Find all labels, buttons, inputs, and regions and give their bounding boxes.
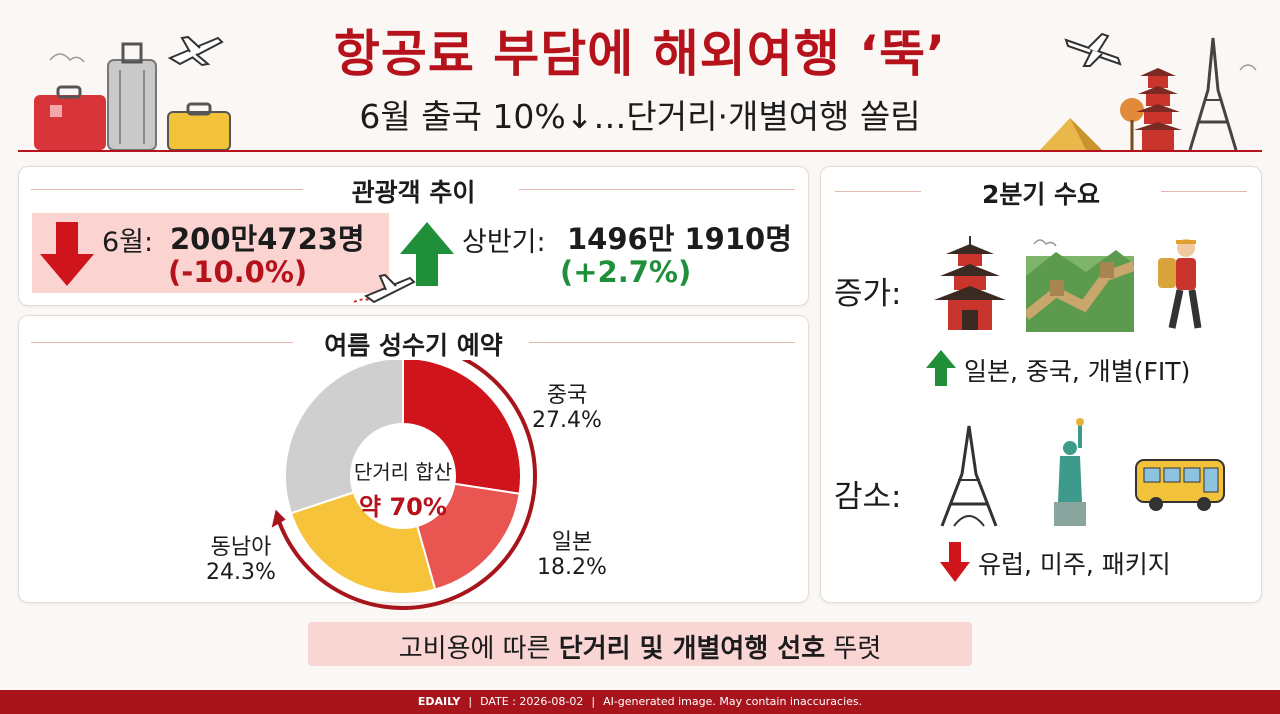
footer-note: AI-generated image. May contain inaccura… (603, 695, 863, 708)
slice-label-name: 중국 (546, 383, 588, 408)
heading-divider (529, 342, 795, 343)
half-year-change: (+2.7%) (560, 255, 692, 289)
eiffel-tower-icon (940, 425, 998, 527)
up-arrow-icon (926, 350, 956, 386)
slice-label-japan: 일본 18.2% (527, 530, 617, 581)
slice-label-value: 24.3% (206, 560, 276, 586)
slice-label-southeast-asia: 동남아 24.3% (196, 535, 286, 586)
short-haul-bracket-arc (275, 360, 537, 610)
summary-prefix: 고비용에 따른 (398, 634, 559, 664)
summary-highlight (308, 622, 972, 666)
summary-text: 고비용에 따른 단거리 및 개별여행 선호 뚜렷 (308, 628, 972, 665)
down-arrow-icon (40, 222, 94, 286)
slice-label-value: 18.2% (537, 555, 607, 581)
pagoda-icon (934, 236, 1006, 330)
donut-center-value: 약 70% (359, 493, 447, 521)
june-highlight (32, 213, 389, 293)
bracket-arrowhead (271, 509, 286, 528)
donut-center: 단거리 합산 약 70% (331, 456, 475, 522)
heading-divider (1161, 191, 1247, 192)
slice-label-value: 27.4% (532, 408, 602, 434)
up-arrow-icon (400, 222, 454, 286)
footer-separator: | (591, 695, 596, 708)
luggage-illustration (34, 42, 231, 151)
footer-date: DATE : 2026-08-02 (480, 695, 584, 708)
airplane-icon (167, 35, 224, 67)
heading-divider (31, 189, 303, 190)
slice-label-name: 동남아 (210, 535, 272, 560)
june-label: 6월: (102, 227, 154, 258)
june-value: 200만4723명 (170, 222, 365, 256)
slice-label-china: 중국 27.4% (522, 383, 612, 434)
donut-hole (351, 424, 455, 528)
statue-of-liberty-icon (1054, 418, 1086, 526)
increase-text: 일본, 중국, 개별(FIT) (964, 357, 1191, 386)
trend-heading: 관광객 추이 (351, 178, 476, 207)
footer-brand: EDAILY (417, 695, 461, 708)
footer-separator: | (468, 695, 473, 708)
page-subtitle: 6월 출국 10%↓…단거리·개별여행 쏠림 (359, 97, 921, 136)
increase-label: 증가: (834, 276, 902, 312)
summary-bold: 단거리 및 개별여행 선호 (558, 634, 826, 664)
backpacker-icon (1158, 239, 1202, 329)
demand-heading: 2분기 수요 (981, 180, 1101, 209)
summary-suffix: 뚜렷 (825, 634, 882, 664)
airplane-icon (1064, 32, 1122, 67)
heading-divider (31, 342, 293, 343)
heading-divider (835, 191, 921, 192)
bus-icon (1135, 459, 1225, 511)
page-title: 항공료 부담에 해외여행 ‘뚝’ (333, 25, 947, 83)
heading-divider (519, 189, 795, 190)
airplane-icon (353, 273, 416, 304)
june-change: (-10.0%) (168, 255, 308, 289)
booking-donut-chart (271, 360, 537, 610)
slice-label-name: 일본 (551, 530, 593, 555)
summer-heading: 여름 성수기 예약 (324, 331, 503, 360)
q2-demand-panel: 2분기 수요 (820, 166, 1262, 603)
half-year-label: 상반기: (462, 227, 546, 258)
donut-center-label: 단거리 합산 (353, 460, 453, 484)
down-arrow-icon (940, 542, 970, 582)
decrease-text: 유럽, 미주, 패키지 (978, 550, 1171, 579)
footer-bar: EDAILY | DATE : 2026-08-02 | AI-generated im… (0, 690, 1280, 714)
header-divider (18, 150, 1262, 152)
decrease-label: 감소: (834, 479, 902, 515)
great-wall-icon (1026, 239, 1134, 332)
half-year-value: 1496만 1910명 (567, 222, 792, 256)
landmarks-illustration (1040, 37, 1257, 151)
